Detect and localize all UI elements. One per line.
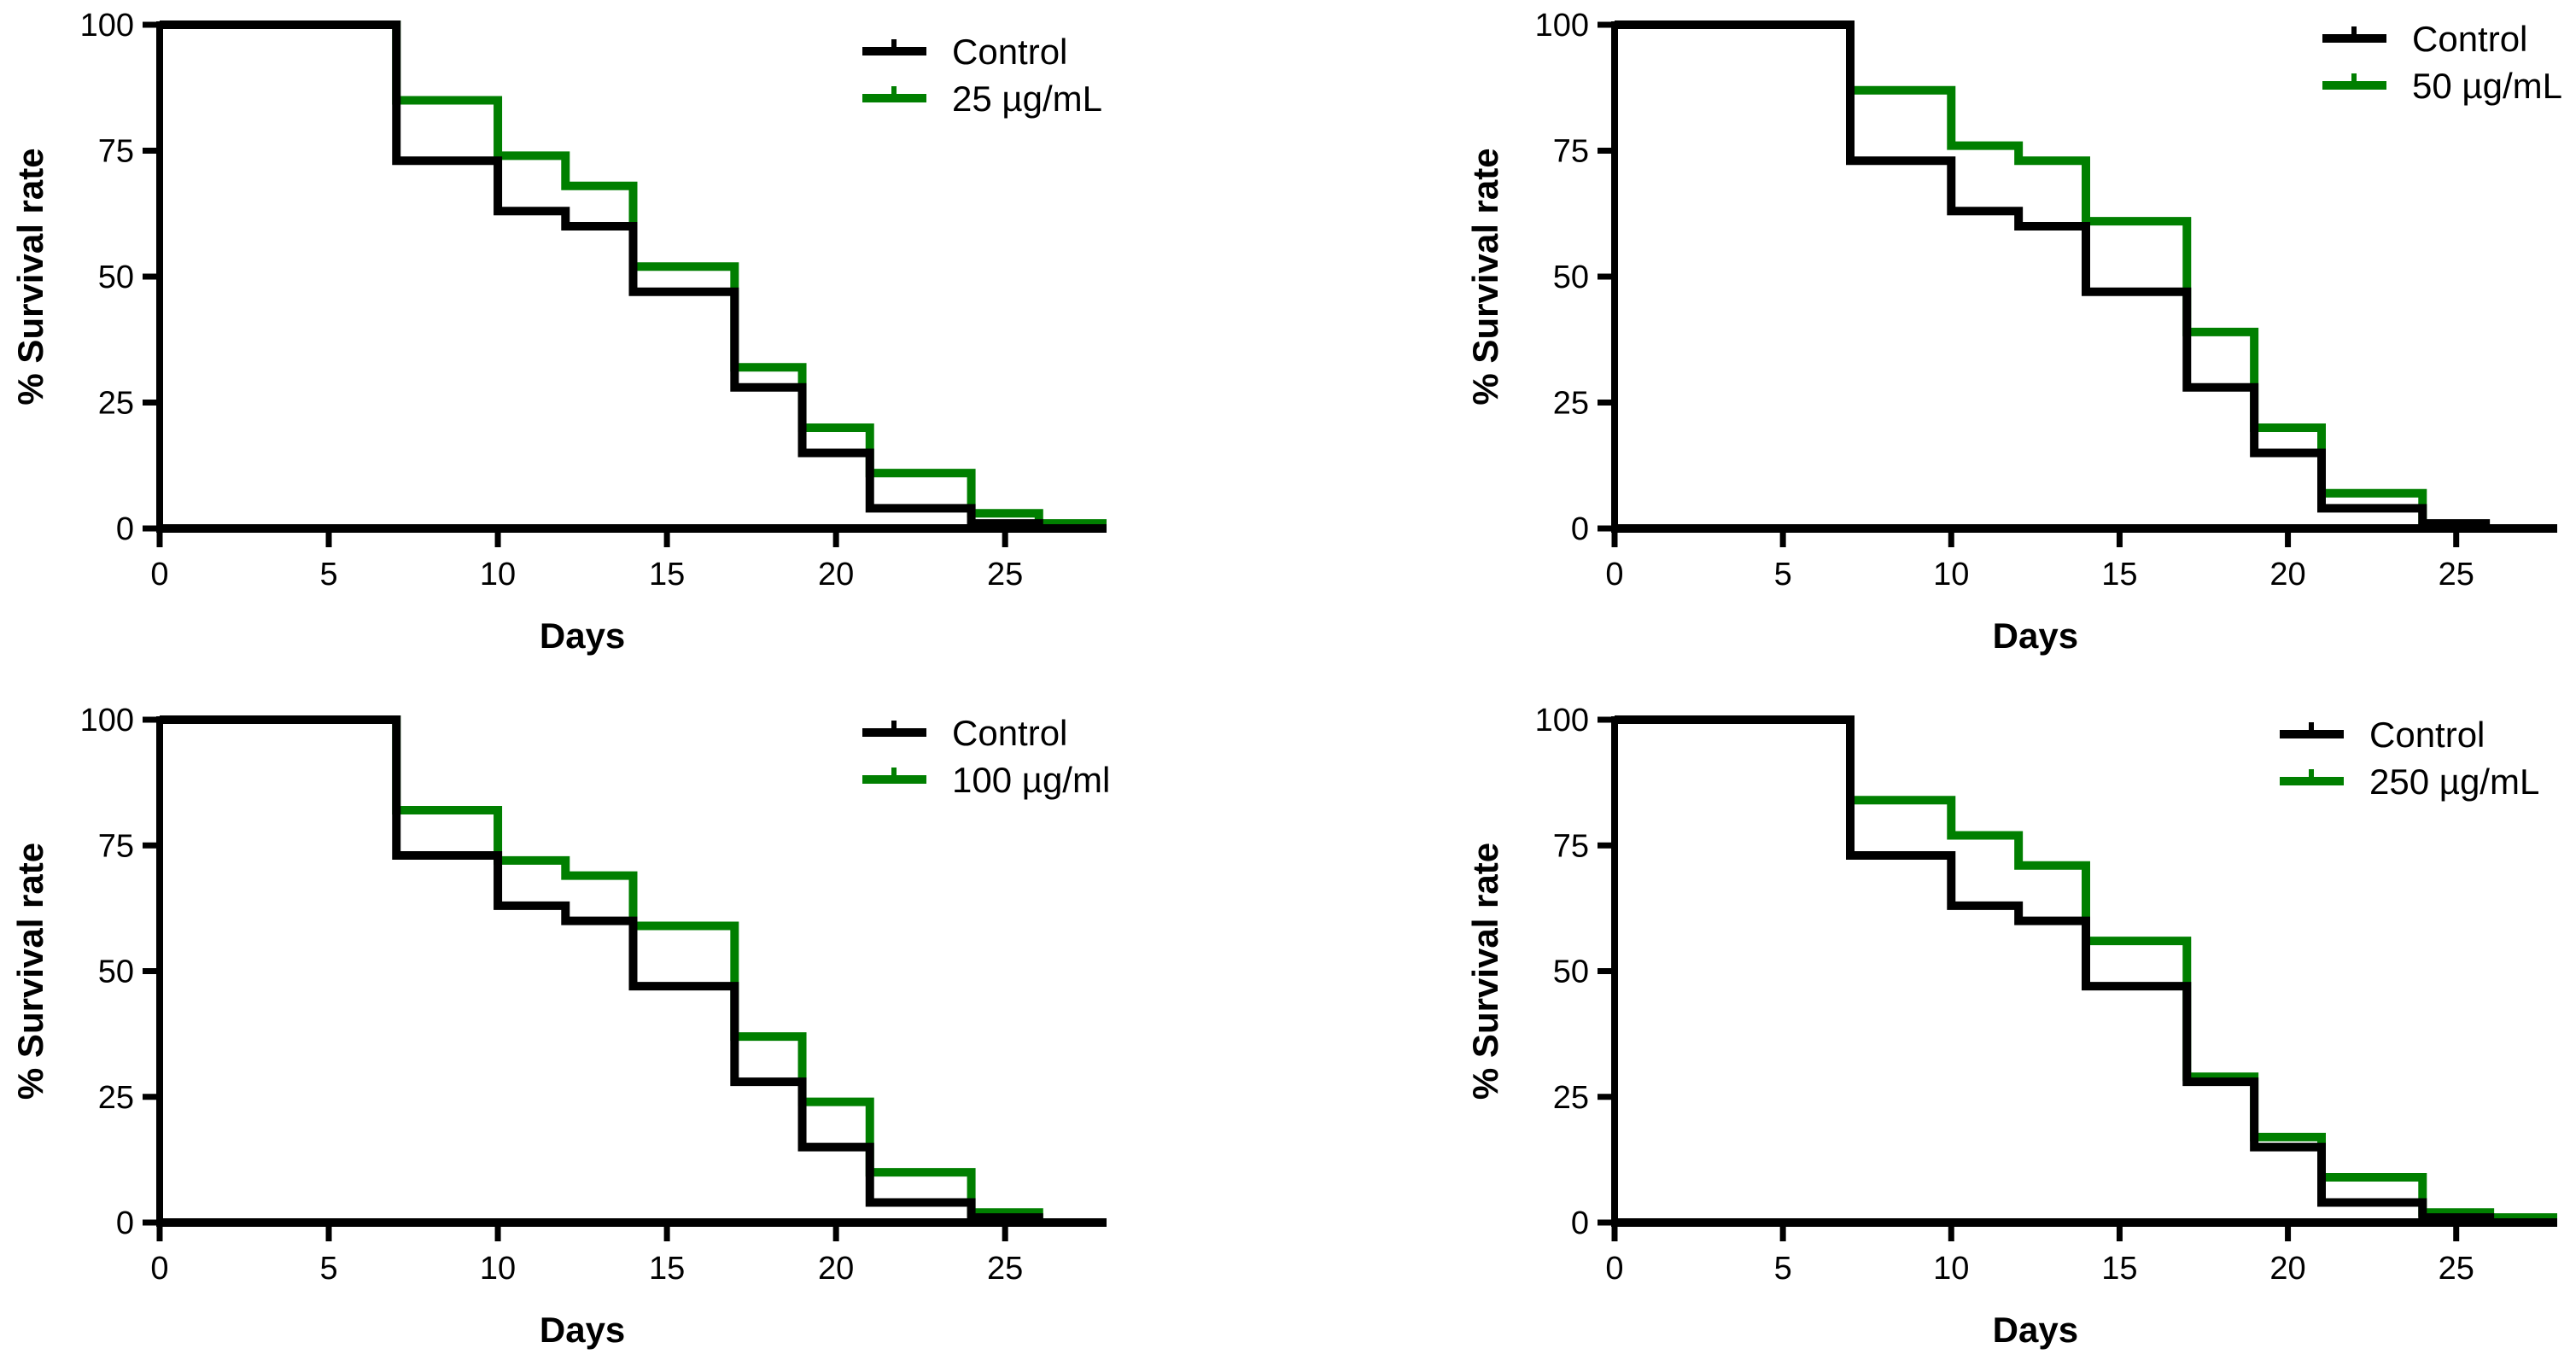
x-tick-label: 10 <box>1933 1251 1969 1287</box>
y-tick-label: 25 <box>1553 1080 1589 1116</box>
series-line-control <box>160 20 1107 533</box>
x-tick-label: 15 <box>2101 1251 2137 1287</box>
y-tick-label: 100 <box>80 703 134 738</box>
x-tick-label: 25 <box>2439 557 2474 592</box>
chart-panel-3: 0 5 10 15 20 25 0 25 50 75 100 Days % Survival rate C… <box>10 703 1110 1350</box>
y-tick-label: 75 <box>1553 134 1589 170</box>
x-tick-label: 0 <box>150 1251 168 1287</box>
legend-label: 25 µg/mL <box>952 79 1102 119</box>
series-line-control <box>1615 20 2491 528</box>
legend-label: Control <box>952 32 1067 72</box>
y-tick-label: 75 <box>98 134 134 170</box>
x-tick-label: 20 <box>818 557 854 592</box>
x-tick-label: 10 <box>480 1251 516 1287</box>
y-tick-label: 25 <box>98 386 134 422</box>
legend-label: 250 µg/mL <box>2369 762 2539 802</box>
chart-panel-4: 0 5 10 15 20 25 0 25 50 75 100 Days % Survival rate C… <box>1465 703 2557 1350</box>
x-tick-label: 20 <box>2269 1251 2305 1287</box>
x-tick-label: 10 <box>1933 557 1969 592</box>
series-line-control <box>1615 715 2495 1223</box>
x-tick-label: 25 <box>2439 1251 2474 1287</box>
chart-panel-2: 0 5 10 15 20 25 0 25 50 75 100 Days % Survival rate C… <box>1465 8 2562 656</box>
y-axis-title: % Survival rate <box>1465 843 1505 1100</box>
legend-label: Control <box>2369 715 2485 755</box>
x-tick-label: 20 <box>2269 557 2305 592</box>
legend-label: 50 µg/mL <box>2412 66 2562 106</box>
y-tick-label: 50 <box>98 260 134 295</box>
x-tick-label: 25 <box>987 1251 1023 1287</box>
x-axis-title: Days <box>540 616 625 656</box>
y-tick-label: 75 <box>98 828 134 864</box>
x-tick-label: 5 <box>319 1251 337 1287</box>
y-tick-label: 50 <box>98 954 134 990</box>
legend-label: 100 µg/ml <box>952 760 1110 800</box>
x-axis-title: Days <box>1993 1310 2078 1350</box>
y-tick-label: 0 <box>1571 1205 1589 1241</box>
legend-label: Control <box>2412 19 2527 59</box>
y-tick-label: 0 <box>116 511 134 547</box>
x-tick-label: 15 <box>2101 557 2137 592</box>
x-tick-label: 15 <box>649 557 685 592</box>
series-line-control <box>160 715 1043 1223</box>
x-axis-title: Days <box>540 1310 625 1350</box>
y-axis-title: % Survival rate <box>1465 148 1505 405</box>
x-tick-label: 5 <box>1774 557 1792 592</box>
x-axis-title: Days <box>1993 616 2078 656</box>
x-tick-label: 10 <box>480 557 516 592</box>
y-axis-title: % Survival rate <box>10 843 50 1100</box>
x-tick-label: 20 <box>818 1251 854 1287</box>
y-tick-label: 100 <box>1535 703 1589 738</box>
y-tick-label: 100 <box>1535 8 1589 44</box>
y-tick-label: 50 <box>1553 260 1589 295</box>
x-tick-label: 5 <box>1774 1251 1792 1287</box>
x-tick-label: 25 <box>987 557 1023 592</box>
y-tick-label: 100 <box>80 8 134 44</box>
y-tick-label: 0 <box>116 1205 134 1241</box>
y-axis-title: % Survival rate <box>10 148 50 405</box>
y-tick-label: 25 <box>1553 386 1589 422</box>
series-line-treatment <box>160 715 1043 1223</box>
x-tick-label: 0 <box>1605 1251 1623 1287</box>
y-tick-label: 25 <box>98 1080 134 1116</box>
legend-label: Control <box>952 713 1067 753</box>
chart-panel-1: 0 5 10 15 20 25 0 25 50 75 100 Days % Survival rate C… <box>10 8 1107 656</box>
y-tick-label: 50 <box>1553 954 1589 990</box>
x-tick-label: 0 <box>1605 557 1623 592</box>
x-tick-label: 5 <box>319 557 337 592</box>
y-tick-label: 75 <box>1553 828 1589 864</box>
x-tick-label: 0 <box>150 557 168 592</box>
y-tick-label: 0 <box>1571 511 1589 547</box>
x-tick-label: 15 <box>649 1251 685 1287</box>
